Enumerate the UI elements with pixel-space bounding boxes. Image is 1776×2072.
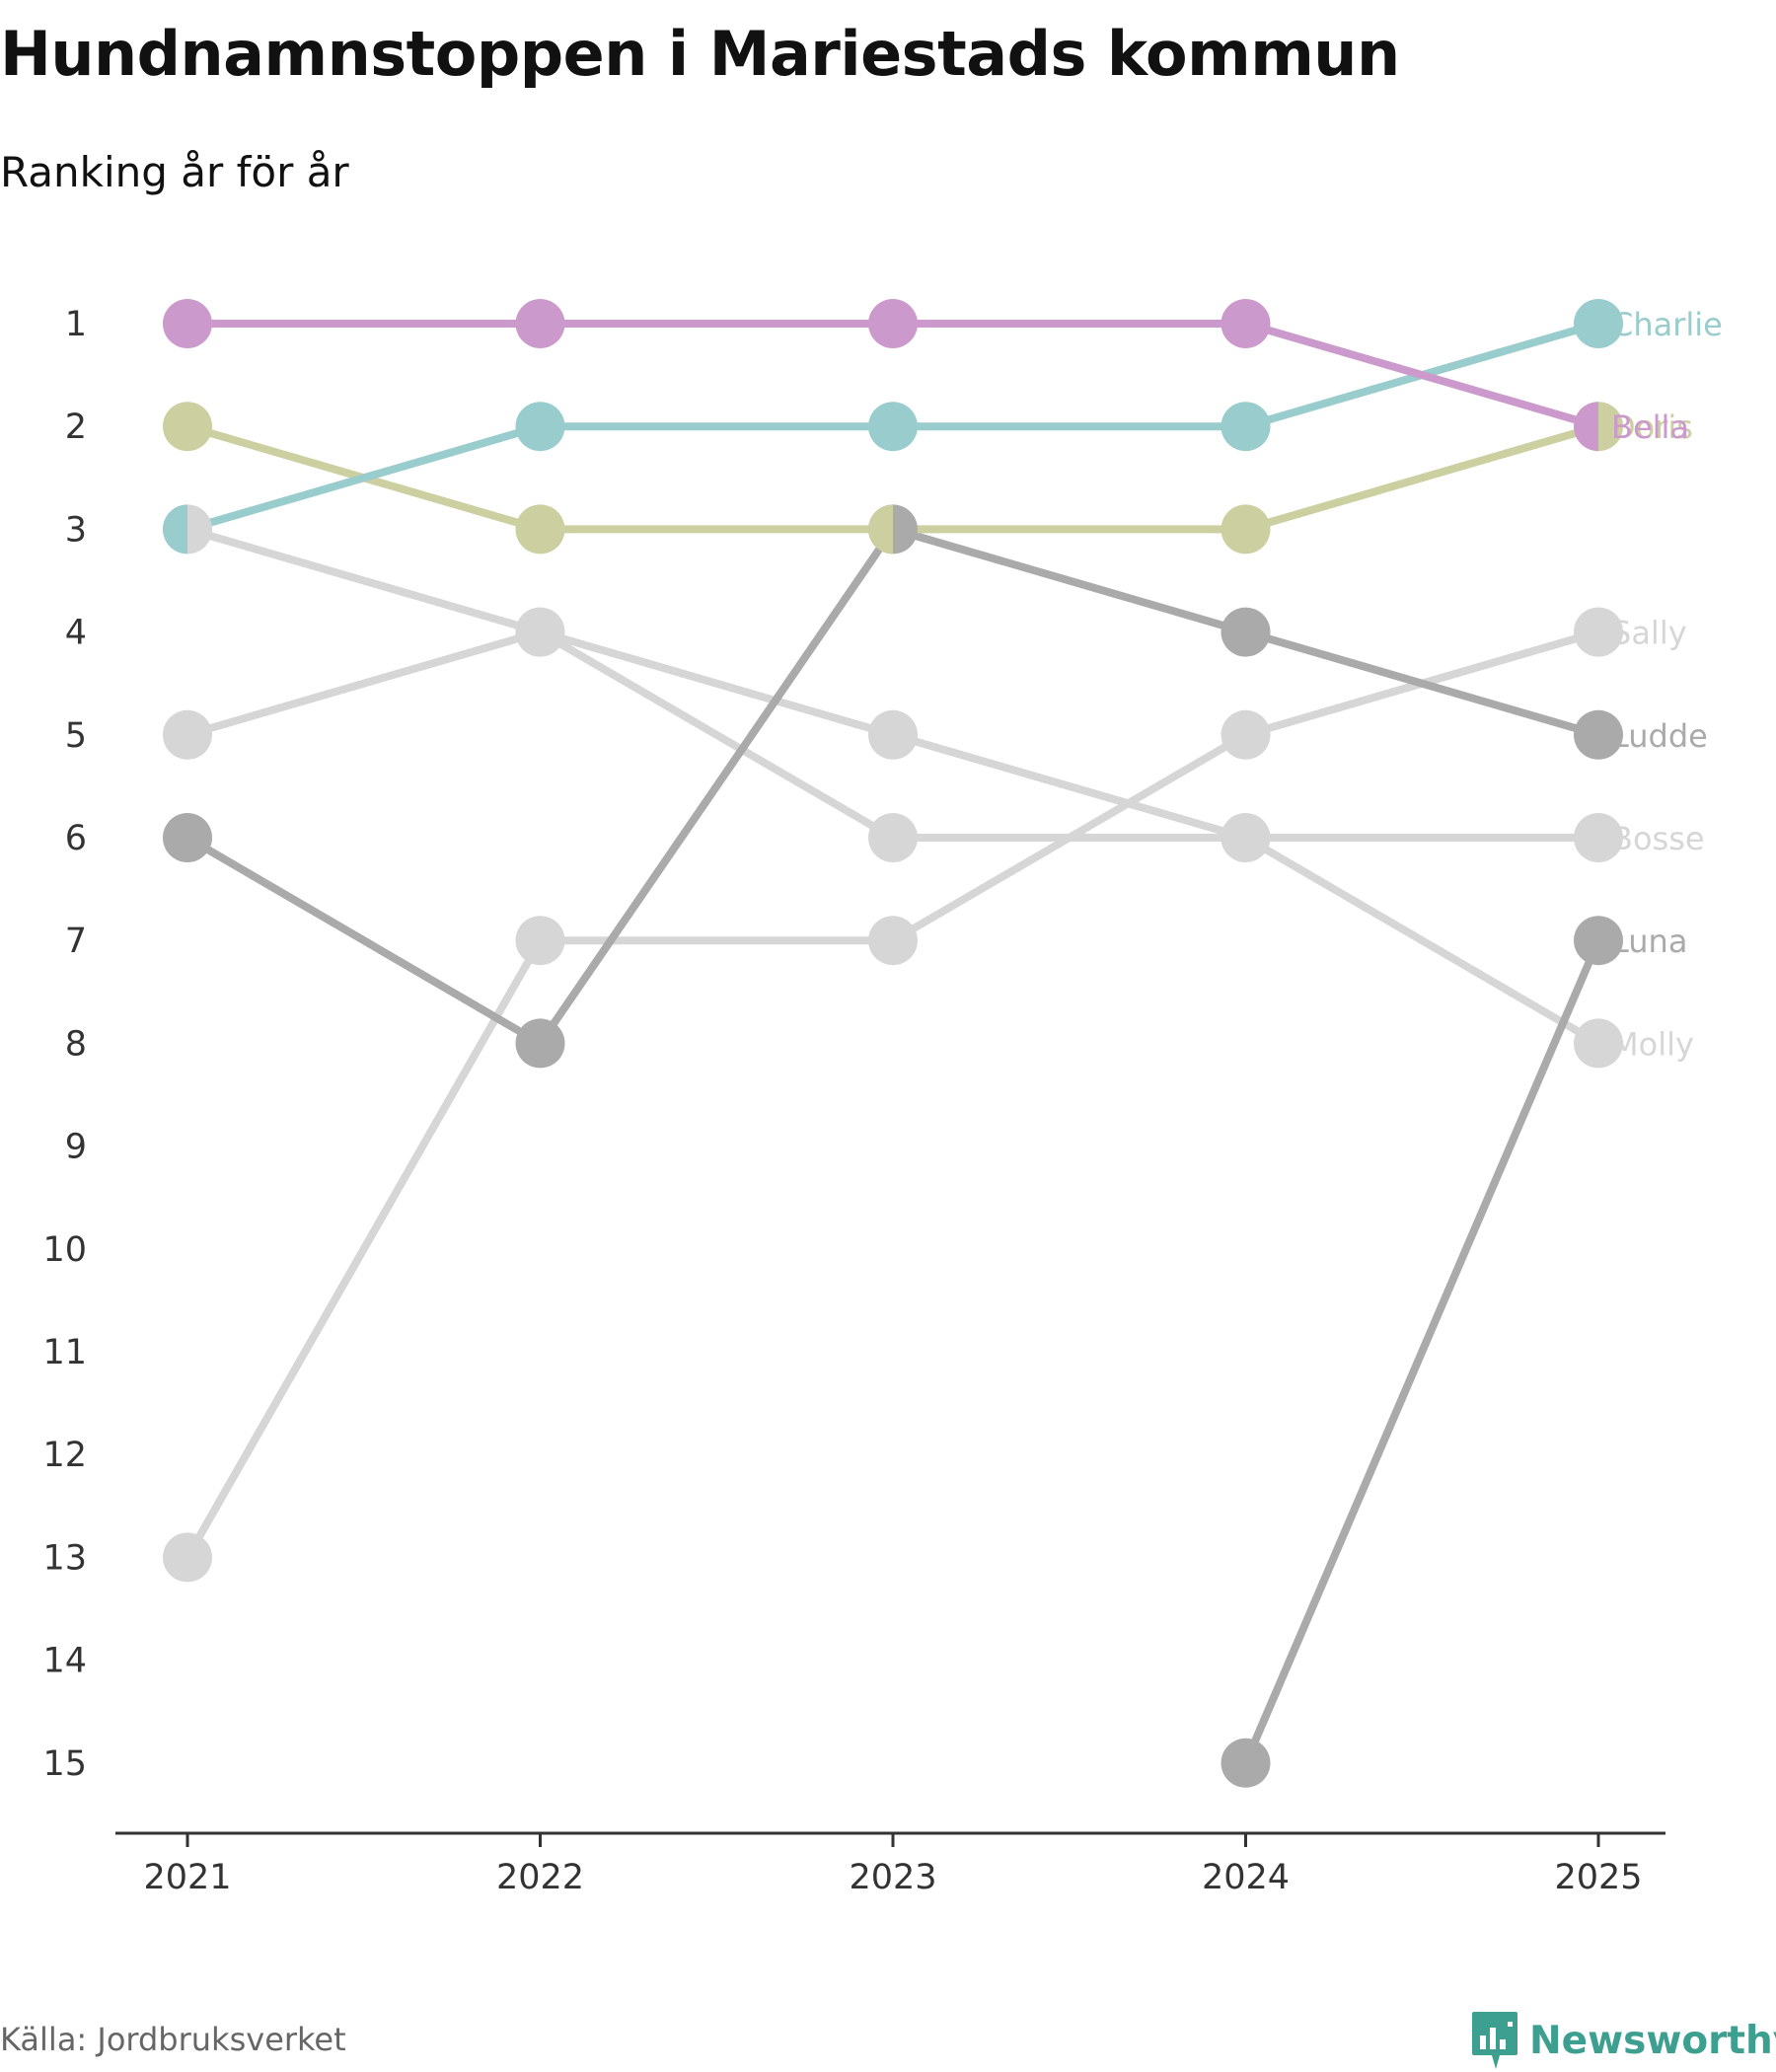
point-doris-2022 (515, 504, 565, 555)
point-luna-2025 (1574, 916, 1623, 966)
chart-subtitle: Ranking år för år (0, 148, 349, 196)
x-tick-label: 2024 (1202, 1858, 1290, 1897)
source-note: Källa: Jordbruksverket (0, 2021, 346, 2058)
x-tick-label: 2021 (143, 1858, 231, 1897)
chart-title: Hundnamnstoppen i Mariestads kommun (0, 18, 1400, 90)
x-axis: 2021 2022 2023 2024 2025 (115, 1831, 1665, 1897)
point-charlie-2021 (162, 504, 187, 555)
y-tick-label: 5 (65, 716, 87, 756)
point-bella-2022 (515, 299, 565, 348)
point-molly-2023 (868, 813, 918, 862)
x-tick-label: 2023 (849, 1858, 936, 1897)
point-ludde-2025 (1574, 709, 1623, 760)
point-bosse-2021 (163, 709, 212, 760)
y-tick-label: 13 (42, 1538, 87, 1578)
point-bella-2025 (1573, 402, 1598, 452)
point-doris-2023 (868, 504, 893, 555)
point-bosse-2023 (868, 709, 918, 760)
point-luna-2024 (1221, 1738, 1271, 1788)
y-tick-label: 3 (65, 510, 87, 550)
series-label-bella: Bella (1611, 408, 1689, 446)
point-molly-2022 (515, 607, 541, 657)
y-tick-label: 1 (65, 305, 87, 344)
point-doris-2024 (1221, 504, 1271, 555)
series-line-molly (184, 525, 1602, 1048)
point-doris-2021 (163, 402, 212, 452)
series-label-charlie: Charlie (1611, 306, 1723, 343)
point-charlie-2024 (1221, 402, 1271, 452)
series-label-ludde: Ludde (1611, 717, 1708, 755)
point-bosse-2025 (1574, 813, 1623, 862)
series-line-luna (1241, 936, 1602, 1767)
series-labels: Sally Bosse Molly Luna Ludde Doris Charlie Bell… (1611, 306, 1723, 1063)
point-bella-2023 (868, 299, 918, 348)
y-tick-label: 4 (65, 614, 87, 653)
point-ludde-2021 (163, 813, 212, 862)
point-molly-2025 (1574, 1018, 1623, 1069)
series-line-ludde (184, 525, 1602, 1048)
y-tick-label: 12 (42, 1436, 87, 1475)
series-label-doris: Doris (1611, 408, 1693, 446)
point-sally-2022 (515, 916, 565, 966)
y-tick-label: 14 (42, 1642, 87, 1681)
y-tick-label: 9 (65, 1128, 87, 1167)
point-charlie-2025 (1574, 299, 1623, 348)
series-line-sally (184, 628, 1602, 1562)
point-bella-2021 (163, 299, 212, 348)
series-label-bosse: Bosse (1611, 820, 1705, 857)
y-tick-label: 11 (42, 1333, 87, 1372)
point-ludde-2022 (515, 1018, 565, 1069)
series-label-sally: Sally (1611, 615, 1687, 652)
point-molly-2024 (1221, 813, 1246, 862)
y-tick-label: 10 (42, 1230, 87, 1270)
series-label-molly: Molly (1611, 1025, 1694, 1063)
point-sally-2021 (163, 1532, 212, 1583)
point-charlie-2023 (868, 402, 918, 452)
point-bella-2024 (1221, 299, 1271, 348)
y-tick-label: 2 (65, 407, 87, 447)
newsworthy-logo[interactable]: Newsworthy (1470, 2009, 1776, 2072)
point-charlie-2022 (515, 402, 565, 452)
x-tick-label: 2022 (496, 1858, 584, 1897)
brand-name: Newsworthy (1529, 2018, 1776, 2063)
y-tick-label: 15 (42, 1744, 87, 1784)
bar-chart-speech-bubble-icon (1472, 2012, 1517, 2069)
series-label-luna: Luna (1611, 923, 1687, 960)
series-points (162, 299, 1623, 1788)
x-tick-label: 2025 (1554, 1858, 1642, 1897)
point-ludde-2024 (1221, 607, 1271, 657)
y-tick-label: 8 (65, 1024, 87, 1064)
point-sally-2024 (1221, 709, 1271, 760)
y-tick-label: 6 (65, 819, 87, 858)
point-sally-2023 (868, 916, 918, 966)
point-sally-2025 (1574, 607, 1623, 657)
y-tick-label: 7 (65, 922, 87, 961)
